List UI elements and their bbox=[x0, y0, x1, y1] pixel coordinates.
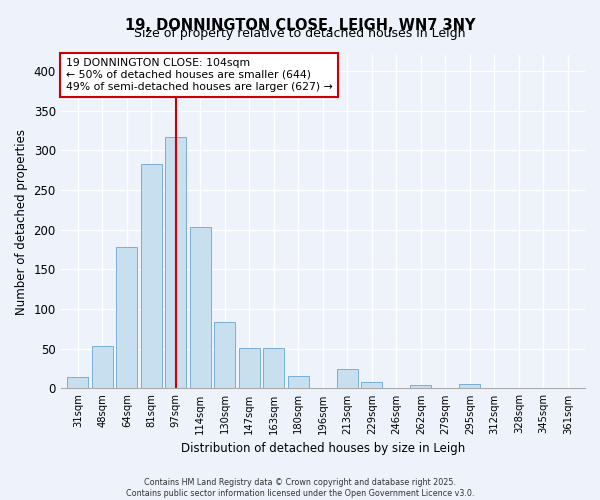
X-axis label: Distribution of detached houses by size in Leigh: Distribution of detached houses by size … bbox=[181, 442, 465, 455]
Text: 19, DONNINGTON CLOSE, LEIGH, WN7 3NY: 19, DONNINGTON CLOSE, LEIGH, WN7 3NY bbox=[125, 18, 475, 32]
Bar bbox=[67, 378, 88, 388]
Bar bbox=[460, 384, 480, 388]
Text: Size of property relative to detached houses in Leigh: Size of property relative to detached ho… bbox=[134, 28, 466, 40]
Bar bbox=[92, 346, 113, 389]
Bar bbox=[214, 322, 235, 388]
Bar bbox=[239, 348, 260, 389]
Bar bbox=[410, 386, 431, 388]
Bar bbox=[288, 376, 309, 388]
Bar bbox=[190, 228, 211, 388]
Bar bbox=[166, 137, 186, 388]
Text: 19 DONNINGTON CLOSE: 104sqm
← 50% of detached houses are smaller (644)
49% of se: 19 DONNINGTON CLOSE: 104sqm ← 50% of det… bbox=[66, 58, 332, 92]
Bar bbox=[116, 247, 137, 388]
Bar bbox=[141, 164, 162, 388]
Bar bbox=[337, 370, 358, 388]
Bar bbox=[361, 382, 382, 388]
Bar bbox=[263, 348, 284, 389]
Text: Contains HM Land Registry data © Crown copyright and database right 2025.
Contai: Contains HM Land Registry data © Crown c… bbox=[126, 478, 474, 498]
Y-axis label: Number of detached properties: Number of detached properties bbox=[15, 128, 28, 314]
